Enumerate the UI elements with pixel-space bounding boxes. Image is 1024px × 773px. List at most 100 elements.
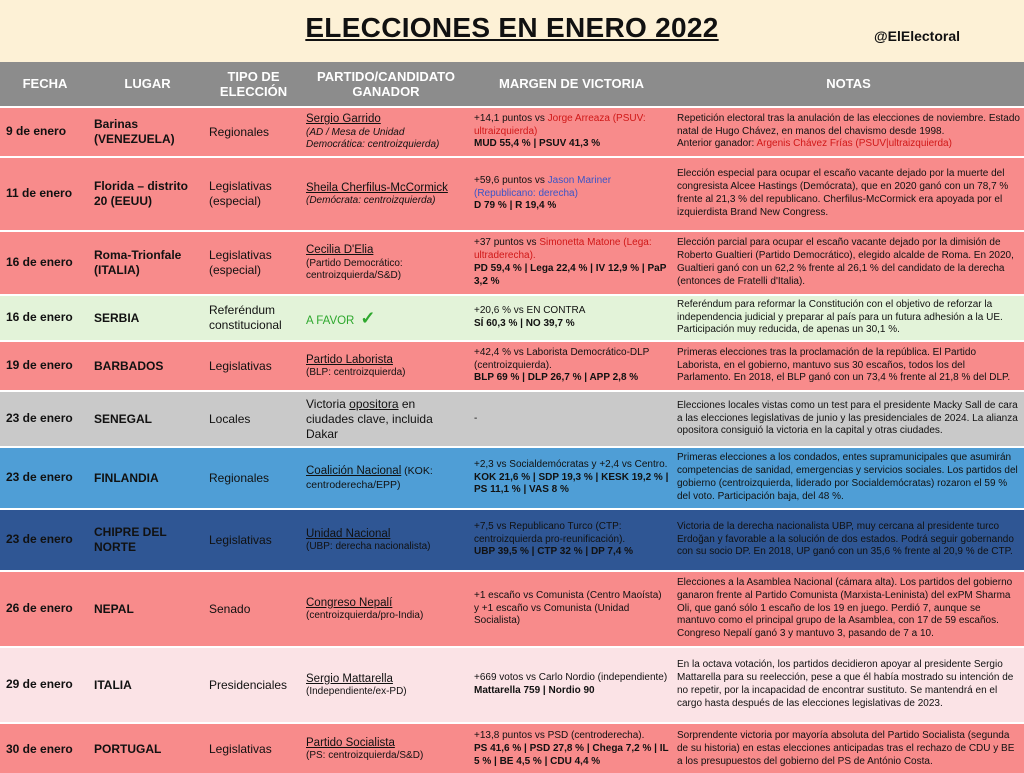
- margin-result: MUD 55,4 % | PSUV 41,3 %: [474, 138, 601, 150]
- row-notas: Referéndum para reformar la Constitución…: [673, 294, 1024, 341]
- row-lugar: ITALIA: [90, 646, 205, 723]
- margin-rival: Jorge Arreaza (PSUV: ultraizquierda): [474, 112, 646, 137]
- margin-text: +13,8 puntos vs PSD (centroderecha).: [474, 730, 645, 742]
- row-margen: +14,1 puntos vs Jorge Arreaza (PSUV: ult…: [470, 106, 673, 157]
- row-notas: Victoria de la derecha nacionalista UBP,…: [673, 508, 1024, 571]
- winner-name: Partido Socialista: [306, 737, 395, 750]
- row-tipo: Locales: [205, 390, 302, 447]
- row-margen: +13,8 puntos vs PSD (centroderecha). PS …: [470, 722, 673, 773]
- margin-result: Mattarella 759 | Nordio 90: [474, 685, 595, 696]
- row-tipo: Regionales: [205, 106, 302, 157]
- row-tipo: Senado: [205, 570, 302, 647]
- row-ganador: Unidad Nacional (UBP: derecha nacionalis…: [302, 508, 470, 571]
- row-notas: Elecciones a la Asamblea Nacional (cámar…: [673, 570, 1024, 647]
- margin-text: +20,6 % vs EN CONTRA: [474, 305, 586, 317]
- row-ganador: A FAVOR ✓: [302, 294, 470, 341]
- col-header-lugar: LUGAR: [90, 62, 205, 107]
- table-row: 16 de enero Roma-Trionfale (ITALIA) Legi…: [0, 230, 1024, 295]
- row-tipo: Legislativas (especial): [205, 230, 302, 295]
- row-tipo: Legislativas (especial): [205, 156, 302, 231]
- margin-text: +42,4 % vs Laborista Democrático-DLP (ce…: [474, 346, 650, 371]
- row-ganador: Congreso Nepalí (centroizquierda/pro-Ind…: [302, 570, 470, 647]
- row-ganador: Sergio Mattarella (Independiente/ex-PD): [302, 646, 470, 723]
- row-tipo: Regionales: [205, 446, 302, 509]
- row-fecha: 23 de enero: [0, 390, 90, 447]
- notes-prev-label: Anterior ganador:: [677, 138, 757, 150]
- winner-name: Sheila Cherfilus-McCormick: [306, 181, 448, 194]
- margin-rival: Jason Mariner (Republicano: derecha): [474, 174, 612, 199]
- winner-party: (UBP: derecha nacionalista): [306, 540, 431, 552]
- row-lugar: Barinas (VENEZUELA): [90, 106, 205, 157]
- winner-party: (centroizquierda/pro-India): [306, 609, 424, 621]
- margin-result: PD 59,4 % | Lega 22,4 % | IV 12,9 % | Pa…: [474, 263, 667, 287]
- table-row: 26 de enero NEPAL Senado Congreso Nepalí…: [0, 570, 1024, 647]
- row-ganador: Sheila Cherfilus-McCormick (Demócrata: c…: [302, 156, 470, 231]
- row-fecha: 16 de enero: [0, 230, 90, 295]
- row-ganador: Cecilia D'Elia (Partido Democrático: cen…: [302, 230, 470, 295]
- table-row: 16 de enero SERBIA Referéndum constituci…: [0, 294, 1024, 341]
- header-row: FECHA LUGAR TIPO DE ELECCIÓN PARTIDO/CAN…: [0, 62, 1024, 107]
- row-ganador: Coalición Nacional (KOK: centroderecha/E…: [302, 446, 470, 509]
- winner-name: Cecilia D'Elia: [306, 244, 374, 257]
- row-ganador: Sergio Garrido (AD / Mesa de Unidad Demo…: [302, 106, 470, 157]
- row-ganador: Victoria opositora en ciudades clave, in…: [302, 390, 470, 447]
- row-margen: +59,6 puntos vs Jason Mariner (Republica…: [470, 156, 673, 231]
- col-header-margen: MARGEN DE VICTORIA: [470, 62, 673, 107]
- elections-table: FECHA LUGAR TIPO DE ELECCIÓN PARTIDO/CAN…: [0, 62, 1024, 773]
- winner-prefix: Victoria: [306, 396, 350, 411]
- row-margen: +669 votos vs Carlo Nordio (independient…: [470, 646, 673, 723]
- margin-text: +37 puntos vs: [474, 237, 540, 249]
- row-notas: Elección especial para ocupar el escaño …: [673, 156, 1024, 231]
- margin-text: +14,1 puntos vs: [474, 112, 548, 124]
- margin-result: KOK 21,6 % | SDP 19,3 % | KESK 19,2 % | …: [474, 471, 669, 496]
- table-row: 23 de enero SENEGAL Locales Victoria opo…: [0, 390, 1024, 447]
- table-row: 23 de enero CHIPRE DEL NORTE Legislativa…: [0, 508, 1024, 571]
- margin-rival: Simonetta Matone (Lega: ultraderecha).: [474, 237, 652, 262]
- winner-party: (AD / Mesa de Unidad Democrática: centro…: [306, 126, 440, 151]
- row-fecha: 23 de enero: [0, 446, 90, 509]
- row-lugar: SERBIA: [90, 294, 205, 341]
- col-header-notas: NOTAS: [673, 62, 1024, 107]
- row-lugar: SENEGAL: [90, 390, 205, 447]
- row-fecha: 9 de enero: [0, 106, 90, 157]
- row-notas: Primeras elecciones tras la proclamación…: [673, 340, 1024, 391]
- winner-party: (Partido Democrático: centroizquierda/S&…: [306, 257, 403, 282]
- winner-name: Sergio Mattarella: [306, 672, 393, 685]
- winner-name: Unidad Nacional: [306, 527, 391, 540]
- margin-result: UBP 39,5 % | CTP 32 % | DP 7,4 %: [474, 546, 634, 558]
- row-margen: +37 puntos vs Simonetta Matone (Lega: ul…: [470, 230, 673, 295]
- row-fecha: 11 de enero: [0, 156, 90, 231]
- table-row: 11 de enero Florida – distrito 20 (EEUU)…: [0, 156, 1024, 231]
- row-lugar: FINLANDIA: [90, 446, 205, 509]
- margin-result: BLP 69 % | DLP 26,7 % | APP 2,8 %: [474, 372, 639, 384]
- row-tipo: Legislativas: [205, 722, 302, 773]
- row-lugar: PORTUGAL: [90, 722, 205, 773]
- row-tipo: Legislativas: [205, 508, 302, 571]
- margin-result: D 79 % | R 19,4 %: [474, 200, 557, 212]
- row-notas: Primeras elecciones a los condados, ente…: [673, 446, 1024, 509]
- winner-party: (BLP: centroizquierda): [306, 366, 406, 378]
- col-header-fecha: FECHA: [0, 62, 90, 107]
- row-fecha: 29 de enero: [0, 646, 90, 723]
- winner-name: A FAVOR: [306, 314, 355, 327]
- winner-name: Coalición Nacional: [306, 464, 402, 477]
- winner-name: Congreso Nepalí: [306, 596, 393, 609]
- row-notas: Repetición electoral tras la anulación d…: [673, 106, 1024, 157]
- margin-result: SÍ 60,3 % | NO 39,7 %: [474, 318, 575, 329]
- row-fecha: 19 de enero: [0, 340, 90, 391]
- notes-text: Repetición electoral tras la anulación d…: [677, 112, 1020, 137]
- row-lugar: NEPAL: [90, 570, 205, 647]
- row-lugar: Roma-Trionfale (ITALIA): [90, 230, 205, 295]
- page-title: ELECCIONES EN ENERO 2022: [305, 12, 719, 43]
- row-ganador: Partido Socialista (PS: centroizquierda/…: [302, 722, 470, 773]
- checkmark-icon: ✓: [360, 307, 376, 328]
- row-fecha: 26 de enero: [0, 570, 90, 647]
- table-row: 30 de enero PORTUGAL Legislativas Partid…: [0, 722, 1024, 773]
- winner-party: (KOK: centroderecha/EPP): [306, 464, 433, 491]
- row-lugar: CHIPRE DEL NORTE: [90, 508, 205, 571]
- margin-text: +2,3 vs Socialdemócratas y +2,4 vs Centr…: [474, 458, 668, 470]
- margin-text: +669 votos vs Carlo Nordio (independient…: [474, 672, 668, 684]
- row-fecha: 16 de enero: [0, 294, 90, 341]
- row-margen: +20,6 % vs EN CONTRA SÍ 60,3 % | NO 39,7…: [470, 294, 673, 341]
- row-fecha: 30 de enero: [0, 722, 90, 773]
